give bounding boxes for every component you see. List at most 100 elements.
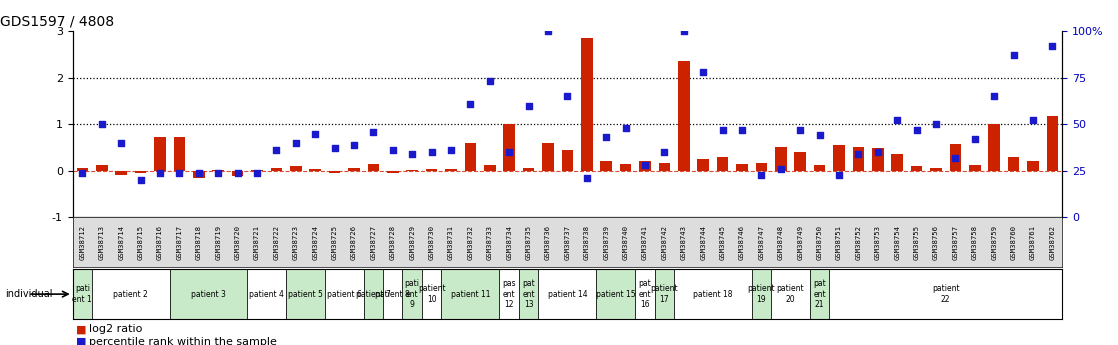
- Bar: [445, 169, 457, 171]
- Point: [888, 118, 906, 123]
- Text: GSM38734: GSM38734: [506, 225, 512, 260]
- Text: GSM38723: GSM38723: [293, 225, 299, 260]
- Text: GSM38719: GSM38719: [215, 225, 221, 260]
- Bar: [795, 152, 806, 171]
- Point: [908, 127, 926, 132]
- Text: GSM38755: GSM38755: [913, 225, 920, 260]
- Bar: [930, 168, 941, 171]
- Text: GSM38721: GSM38721: [254, 225, 260, 260]
- Point: [209, 170, 227, 175]
- Point: [306, 131, 324, 136]
- Text: patient 14: patient 14: [548, 289, 587, 299]
- Point: [1024, 118, 1042, 123]
- Text: pas
ent
12: pas ent 12: [502, 279, 517, 309]
- Bar: [503, 124, 515, 171]
- Point: [151, 170, 169, 175]
- Bar: [538, 269, 597, 319]
- Point: [713, 127, 731, 132]
- Text: GSM38751: GSM38751: [836, 225, 842, 260]
- Text: patient 18: patient 18: [693, 289, 732, 299]
- Point: [345, 142, 363, 147]
- Bar: [387, 171, 399, 173]
- Point: [93, 121, 111, 127]
- Bar: [76, 168, 88, 171]
- Text: pat
ent
21: pat ent 21: [813, 279, 826, 309]
- Text: GSM38720: GSM38720: [235, 225, 240, 260]
- Bar: [286, 269, 325, 319]
- Point: [325, 146, 343, 151]
- Bar: [212, 170, 224, 171]
- Point: [792, 127, 809, 132]
- Text: GSM38760: GSM38760: [1011, 225, 1016, 260]
- Bar: [756, 163, 767, 171]
- Text: GSM38745: GSM38745: [720, 225, 726, 260]
- Point: [752, 172, 770, 177]
- Text: GSM38741: GSM38741: [642, 225, 648, 260]
- Text: GSM38713: GSM38713: [98, 225, 105, 260]
- Point: [248, 170, 266, 175]
- Text: GSM38735: GSM38735: [525, 225, 531, 260]
- Text: GSM38733: GSM38733: [486, 225, 493, 260]
- Text: GSM38726: GSM38726: [351, 225, 357, 260]
- Bar: [814, 165, 825, 171]
- Text: GSM38738: GSM38738: [584, 225, 590, 260]
- Text: GSM38750: GSM38750: [816, 225, 823, 260]
- Text: patient 8: patient 8: [376, 289, 410, 299]
- Text: GSM38737: GSM38737: [565, 225, 570, 260]
- Text: patient 3: patient 3: [191, 289, 226, 299]
- Text: ■: ■: [76, 337, 87, 345]
- Text: patient 5: patient 5: [288, 289, 323, 299]
- Bar: [73, 269, 92, 319]
- Bar: [363, 269, 383, 319]
- Bar: [833, 145, 845, 171]
- Point: [132, 177, 150, 183]
- Bar: [949, 144, 961, 171]
- Bar: [809, 269, 830, 319]
- Point: [74, 170, 92, 175]
- Point: [462, 101, 480, 107]
- Point: [1005, 52, 1023, 58]
- Text: GSM38731: GSM38731: [448, 225, 454, 260]
- Text: GSM38746: GSM38746: [739, 225, 745, 260]
- Text: GSM38740: GSM38740: [623, 225, 628, 260]
- Point: [481, 79, 499, 84]
- Bar: [619, 164, 632, 171]
- Point: [733, 127, 751, 132]
- Text: GSM38716: GSM38716: [157, 225, 163, 260]
- Bar: [426, 169, 437, 171]
- Bar: [988, 124, 999, 171]
- Text: GSM38759: GSM38759: [992, 225, 997, 260]
- Text: log2 ratio: log2 ratio: [89, 325, 143, 334]
- Bar: [655, 269, 674, 319]
- Text: GSM38739: GSM38739: [604, 225, 609, 260]
- Text: GSM38743: GSM38743: [681, 225, 686, 260]
- Bar: [325, 269, 363, 319]
- Text: GSM38725: GSM38725: [332, 225, 338, 260]
- Bar: [771, 269, 809, 319]
- Text: patient 11: patient 11: [451, 289, 490, 299]
- Bar: [96, 165, 107, 171]
- Text: GSM38714: GSM38714: [119, 225, 124, 260]
- Bar: [969, 165, 980, 171]
- Bar: [523, 168, 534, 171]
- Bar: [252, 170, 263, 171]
- Text: GSM38730: GSM38730: [428, 225, 435, 260]
- Bar: [193, 171, 205, 178]
- Point: [947, 155, 965, 160]
- Point: [597, 135, 615, 140]
- Point: [520, 103, 538, 108]
- Bar: [911, 166, 922, 171]
- Text: GSM38752: GSM38752: [855, 225, 861, 260]
- Text: GSM38722: GSM38722: [274, 225, 280, 260]
- Point: [694, 69, 712, 75]
- Bar: [247, 269, 286, 319]
- Bar: [674, 269, 751, 319]
- Text: GSM38748: GSM38748: [778, 225, 784, 260]
- Bar: [717, 157, 729, 171]
- Text: patient 4: patient 4: [249, 289, 284, 299]
- Text: GSM38724: GSM38724: [312, 225, 319, 260]
- Bar: [1007, 157, 1020, 171]
- Text: GSM38717: GSM38717: [177, 225, 182, 260]
- Point: [985, 93, 1003, 99]
- Text: GSM38747: GSM38747: [758, 225, 765, 260]
